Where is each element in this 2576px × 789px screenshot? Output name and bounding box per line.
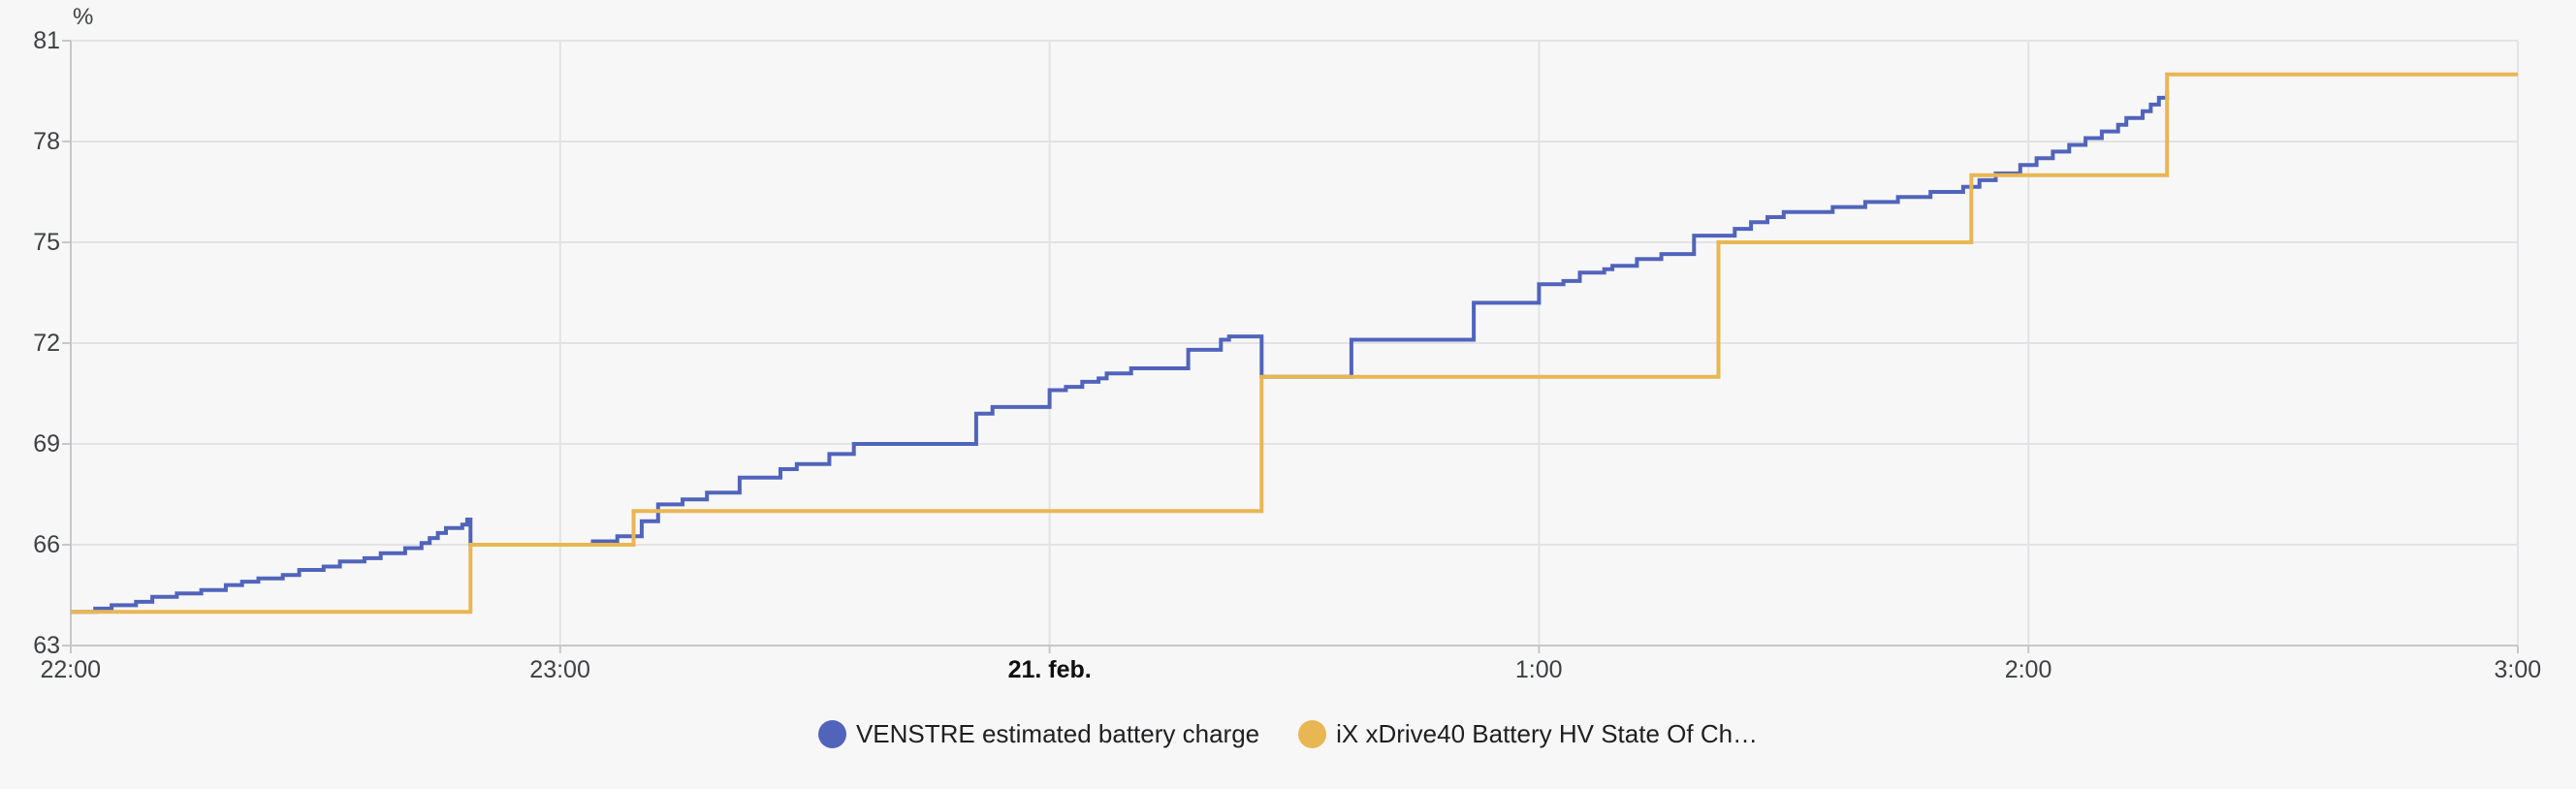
x-tick-label: 21. feb.: [1007, 656, 1092, 683]
x-tick-label: 2:00: [2004, 656, 2052, 683]
y-tick-label: 63: [33, 632, 60, 659]
series-line-0[interactable]: [71, 91, 2170, 615]
x-tick-label: 1:00: [1514, 656, 1563, 683]
legend-item-series-0[interactable]: VENSTRE estimated battery charge: [817, 718, 1260, 749]
y-tick-label: 72: [33, 330, 60, 357]
legend-item-series-1[interactable]: iX xDrive40 Battery HV State Of Ch…: [1298, 719, 1758, 749]
y-axis-unit-label: %: [73, 4, 94, 30]
chart-legend: VENSTRE estimated battery charge iX xDriv…: [0, 717, 2576, 750]
series-line-1[interactable]: [71, 72, 2518, 615]
x-tick-label: 22:00: [40, 656, 102, 683]
legend-label: VENSTRE estimated battery charge: [855, 718, 1260, 748]
x-tick-label: 3:00: [2494, 656, 2542, 683]
y-tick-label: 69: [33, 430, 60, 458]
y-tick-label: 66: [33, 531, 60, 558]
y-tick-label: 75: [33, 229, 60, 256]
legend-label: iX xDrive40 Battery HV State Of Ch…: [1336, 718, 1759, 748]
y-tick-label: 81: [33, 27, 60, 54]
x-tick-label: 23:00: [529, 656, 590, 683]
y-tick-label: 78: [33, 128, 60, 155]
legend-marker-circle-icon: [817, 719, 846, 748]
legend-marker-circle-icon: [1298, 719, 1327, 748]
